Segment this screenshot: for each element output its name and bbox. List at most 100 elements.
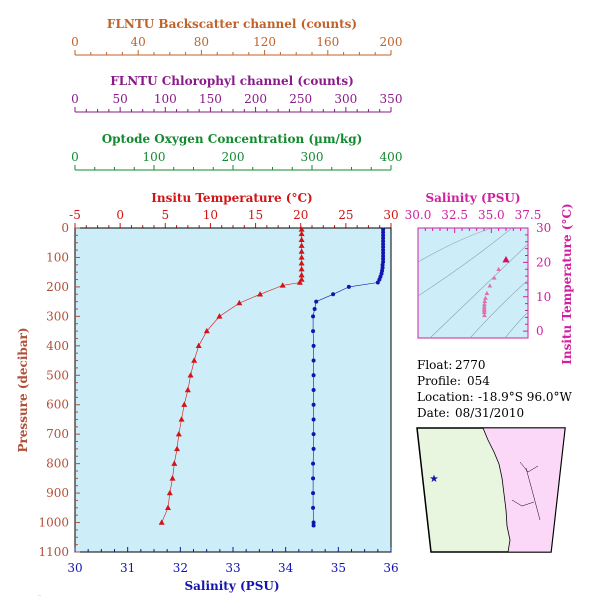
salinity-axis: Salinity (PSU) 30 31 32 33 34 35 36 [67,547,399,593]
date-label: Date: [417,406,450,420]
axis-tick-label: 100 [154,92,177,106]
axis-tick-label: 0 [536,324,544,338]
axis-tick-label: 37.5 [515,208,542,222]
temperature-point [298,230,305,237]
oxygen-axis-title: Optode Oxygen Concentration (µm/kg) [102,132,363,146]
axis-tick-label: 50 [113,92,128,106]
axis-tick-label: 10 [203,208,218,222]
axis-tick-label: 900 [46,486,69,500]
ts-point [482,298,488,304]
axis-tick-label: 0 [71,150,79,164]
temperature-point [279,282,286,288]
salinity-point [375,280,380,285]
temperature-axis-title: Insitu Temperature (°C) [151,191,312,205]
axis-tick-label: 100 [46,250,69,264]
axis-tick-label: 600 [46,398,69,412]
date-value: 08/31/2010 [455,406,524,420]
float-value: 2770 [455,358,486,372]
location-label: Location: [417,390,474,404]
axis-tick-label: 30 [536,221,551,235]
ts-point [502,256,510,263]
axis-tick-label: 160 [316,35,339,49]
temperature-point [175,430,182,437]
salinity-point [381,230,386,235]
temperature-point [298,242,305,248]
salinity-point [311,314,316,319]
salinity-point [311,491,316,496]
profile-value: 054 [467,374,490,388]
temperature-point [298,271,305,278]
axis-tick-label: 30.0 [405,208,432,222]
temperature-series [158,226,305,525]
temperature-point [164,504,171,511]
axis-tick-label: 120 [253,35,276,49]
axis-tick-label: 31 [120,561,135,575]
temperature-point [174,445,181,452]
ts-salinity-axis: Salinity (PSU) 30.0 32.5 35.0 37.5 [405,191,542,233]
salinity-point [381,239,386,244]
ts-point [491,275,497,280]
axis-tick-label: 1100 [38,545,69,559]
ts-density-contours [417,227,529,339]
axis-tick-label: 36 [383,561,398,575]
salinity-series [311,227,386,528]
axis-tick-label: 20 [536,255,551,269]
float-star-icon [430,474,438,483]
axis-tick-label: 20 [293,208,308,222]
ts-plot-area [417,227,529,339]
temperature-point [203,327,210,334]
salinity-point [346,284,351,289]
axis-tick-label: 15 [248,208,263,222]
salinity-point [311,402,316,407]
temperature-point [178,416,185,422]
density-contour [469,279,529,339]
axis-tick-label: 500 [46,368,69,382]
axis-tick-label: 30 [383,208,398,222]
temperature-point [296,279,303,285]
axis-tick-label: 35 [331,561,346,575]
axis-tick-label: 250 [289,92,312,106]
axis-tick-label: 200 [244,92,267,106]
salinity-point [331,292,336,297]
salinity-point [381,245,386,250]
salinity-point [311,358,316,363]
axis-tick-label: 400 [46,339,69,353]
axis-tick-label: 200 [46,280,69,294]
temperature-point [184,386,191,393]
density-contour [417,227,493,263]
salinity-point [381,233,386,238]
axis-tick-label: 200 [222,150,245,164]
axis-tick-label: 35.0 [478,208,505,222]
oxygen-axis: Optode Oxygen Concentration (µm/kg) 0 100… [71,132,402,171]
salinity-point [312,307,317,311]
ts-point [482,301,487,307]
temperature-point [298,266,305,272]
salinity-point [311,523,316,528]
axis-tick-label: 33 [225,561,240,575]
temperature-point [298,260,305,266]
salinity-point [381,248,386,253]
salinity-point [311,343,316,348]
axis-tick-label: 100 [143,150,166,164]
ts-point [482,312,487,318]
axis-tick-label: 700 [46,427,69,441]
temperature-axis: Insitu Temperature (°C) -5 0 5 10 15 20 25 30 [69,191,399,228]
salinity-point [311,461,316,466]
salinity-point [311,388,316,392]
salinity-point [381,259,386,264]
salinity-point [377,277,382,282]
axis-tick-label: 300 [334,92,357,106]
salinity-point [381,236,386,241]
salinity-point [311,417,316,422]
salinity-point [311,329,316,334]
axis-tick-label: 30 [67,561,82,575]
ts-point [481,309,487,315]
temperature-point [298,236,305,242]
temperature-point [298,226,305,232]
float-label: Float: [417,358,452,372]
map-land [482,427,566,553]
axis-tick-label: 10 [536,290,551,304]
temperature-point [181,401,188,407]
temperature-point [298,254,305,260]
backscatter-axis: FLNTU Backscatter channel (counts) 0 40 80… [71,17,402,56]
